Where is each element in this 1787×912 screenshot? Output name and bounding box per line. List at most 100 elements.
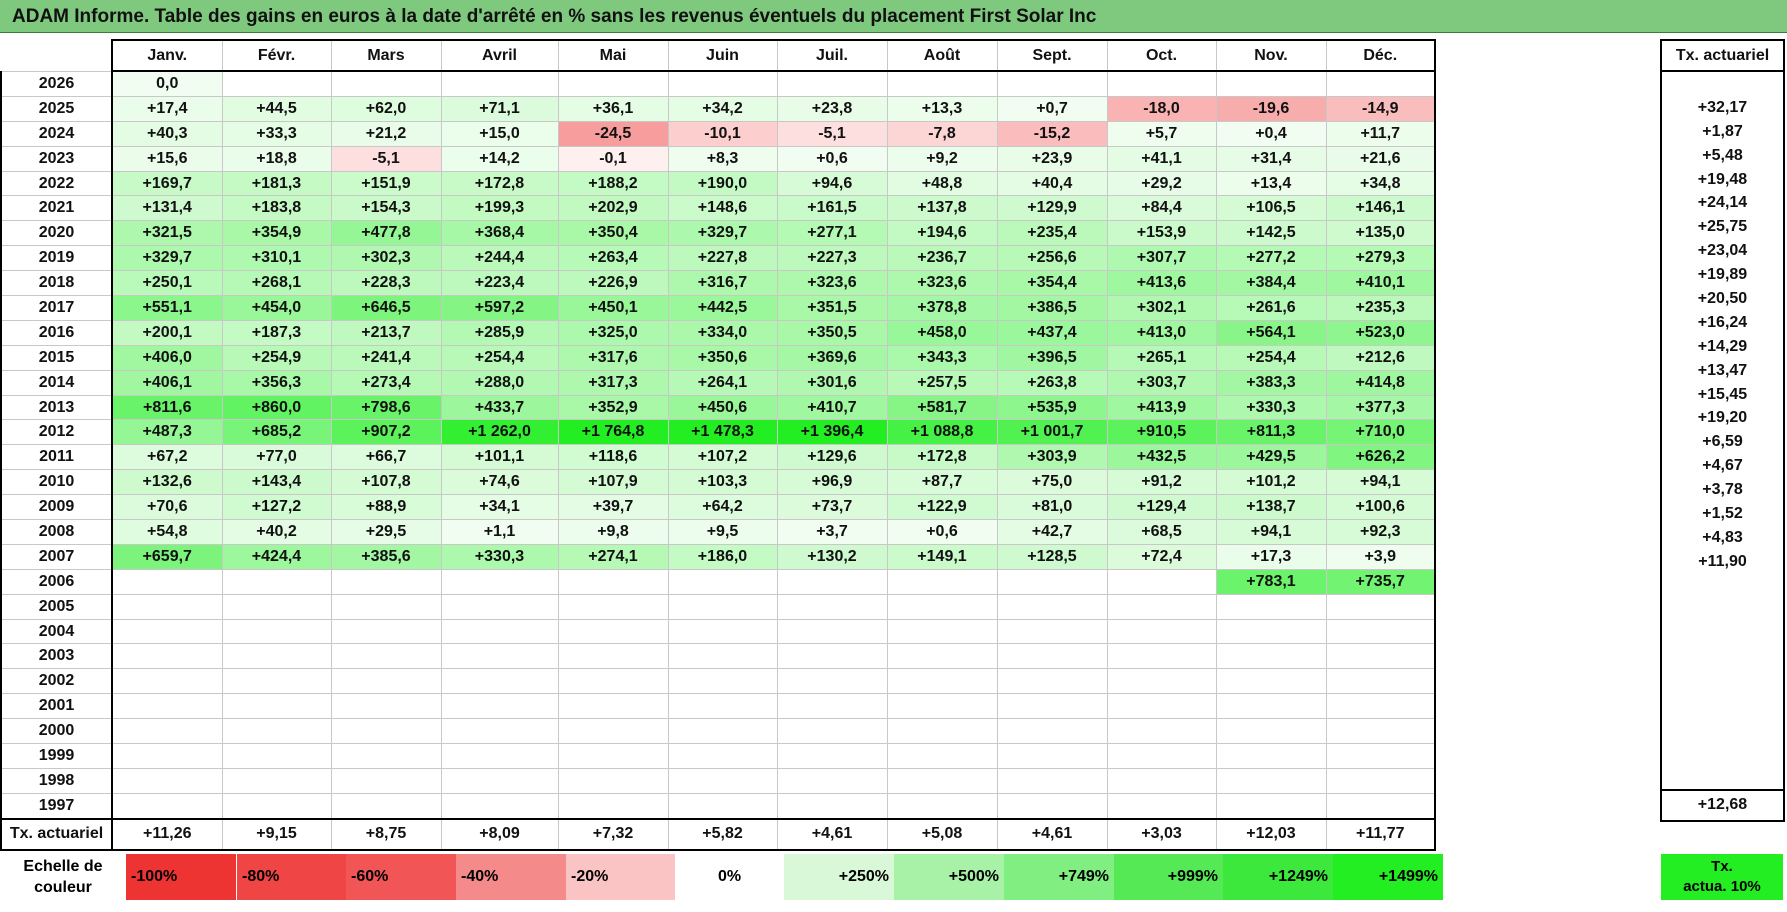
value-cell [221,618,332,645]
value-cell [886,643,998,670]
value-cell: +107,9 [557,469,669,496]
value-cell: +127,2 [221,494,332,521]
value-cell: +132,6 [111,469,223,496]
footer-rate-cell: +12,03 [1215,817,1327,851]
value-cell [1215,693,1327,720]
value-cell: +44,5 [221,95,332,122]
rate-cell [1660,597,1785,622]
value-cell: +107,8 [330,469,442,496]
value-cell [1215,70,1327,97]
value-cell: +62,0 [330,95,442,122]
value-cell: +626,2 [1325,444,1436,471]
value-cell: +329,7 [667,220,778,247]
rate-cell: +13,47 [1660,358,1785,383]
value-cell [996,693,1108,720]
footer-rate-cell: +11,77 [1325,817,1436,851]
value-cell: +0,4 [1215,120,1327,147]
tx-swatch: Tx. actua. 10% [1661,854,1783,900]
value-cell: +68,5 [1106,519,1217,545]
value-cell [440,593,559,620]
value-cell [221,718,332,745]
value-cell: +122,9 [886,494,998,521]
year-cell: 1999 [0,743,113,769]
value-cell [886,70,998,97]
value-cell: +321,5 [111,220,223,247]
value-cell [557,693,669,720]
scale-label-line1: Echelle de [23,858,103,875]
value-cell [996,767,1108,794]
value-cell [111,668,223,695]
year-cell: 2022 [0,170,113,197]
value-cell [1106,70,1217,97]
value-cell [440,693,559,720]
value-cell: -14,9 [1325,95,1436,122]
rate-cell [1660,693,1785,718]
value-cell: +330,3 [440,543,559,570]
year-cell: 2001 [0,693,113,720]
table-row: 2018 +250,1 +268,1 +228,3 +223,4 +226,9 +316,7… [0,270,1436,297]
table-row: 2015 +406,0 +254,9 +241,4 +254,4 +317,6 +350,6… [0,344,1436,371]
value-cell: +783,1 [1215,568,1327,595]
page-title: ADAM Informe. Table des gains en euros à… [12,6,1097,27]
value-cell: -18,0 [1106,95,1217,122]
table-row: 2014 +406,1 +356,3 +273,4 +288,0 +317,3 +264,1… [0,369,1436,396]
value-cell: +18,8 [221,145,332,172]
tx-swatch-line1: Tx. [1711,858,1733,875]
value-cell [886,792,998,820]
scale-swatch: +250% [784,854,894,900]
value-cell: +317,6 [557,344,669,371]
value-cell: +263,4 [557,245,669,272]
value-cell [111,643,223,670]
value-cell: +458,0 [886,319,998,346]
value-cell [111,792,223,820]
year-cell: 2017 [0,295,113,321]
value-cell: +406,1 [111,369,223,396]
value-cell: +323,6 [776,270,888,297]
value-cell: +377,3 [1325,394,1436,421]
value-cell: -19,6 [1215,95,1327,122]
value-cell: -0,1 [557,145,669,172]
value-cell: +66,7 [330,444,442,471]
value-cell [440,643,559,670]
table-row: 2011 +67,2 +77,0 +66,7 +101,1 +118,6 +107,2 +12… [0,444,1436,471]
value-cell: +433,7 [440,394,559,421]
value-cell: +454,0 [221,295,332,321]
value-cell: +36,1 [557,95,669,122]
value-cell: +410,1 [1325,270,1436,297]
value-cell [1215,668,1327,695]
value-cell: +186,0 [667,543,778,570]
value-cell [1106,643,1217,670]
rate-cell [1660,645,1785,670]
year-cell: 2006 [0,568,113,595]
value-cell: +254,4 [440,344,559,371]
value-cell: +190,0 [667,170,778,197]
rate-cell [1660,621,1785,646]
value-cell: +88,9 [330,494,442,521]
value-cell: +130,2 [776,543,888,570]
value-cell: +129,6 [776,444,888,471]
value-cell [776,568,888,595]
value-cell: +413,6 [1106,270,1217,297]
table-row: 2007 +659,7 +424,4 +385,6 +330,3 +274,1 +186,0… [0,543,1436,570]
value-cell [996,792,1108,820]
scale-swatch: +999% [1114,854,1223,900]
value-cell: +351,5 [776,295,888,321]
value-cell: +128,5 [996,543,1108,570]
value-cell: +227,8 [667,245,778,272]
value-cell [667,743,778,769]
table-row: 2008 +54,8 +40,2 +29,5 +1,1 +9,8 +9,5 +3,7 +0,6 +… [0,519,1436,545]
value-cell: +274,1 [557,543,669,570]
value-cell [886,568,998,595]
value-cell [221,568,332,595]
value-cell: +277,1 [776,220,888,247]
rate-cell: +25,75 [1660,215,1785,240]
value-cell: +396,5 [996,344,1108,371]
value-cell: +235,4 [996,220,1108,247]
value-cell [776,792,888,820]
value-cell: +34,2 [667,95,778,122]
value-cell [996,70,1108,97]
value-cell [1106,792,1217,820]
rate-cell: +19,48 [1660,167,1785,192]
table-row: 2005 [0,593,1436,620]
